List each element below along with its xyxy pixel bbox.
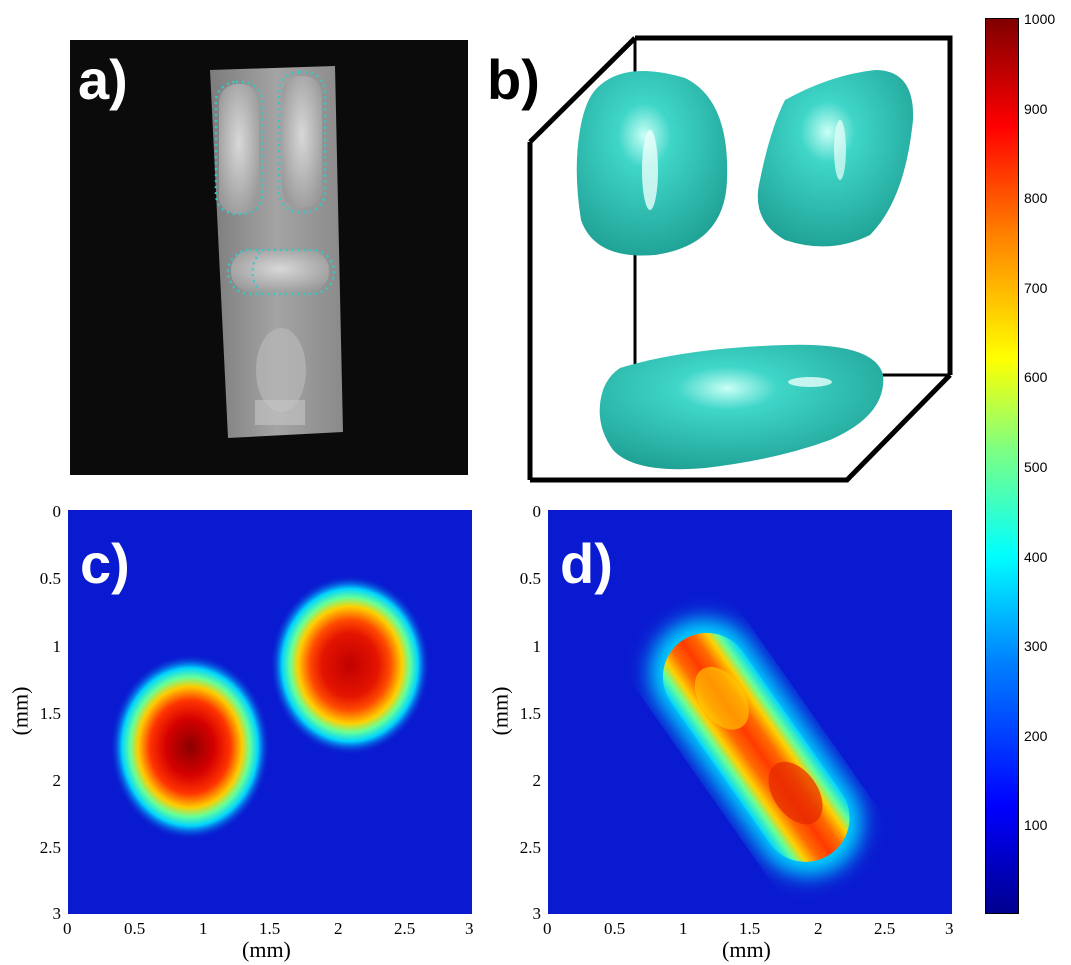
colorbar-tick: 900 [1024, 101, 1048, 117]
panel-c-x-label: (mm) [242, 937, 291, 962]
y-tick: 1.5 [519, 704, 541, 723]
y-tick: 3 [532, 904, 542, 923]
x-tick: 2.5 [874, 919, 896, 938]
x-tick: 3 [945, 919, 954, 938]
y-tick: 2 [532, 771, 542, 790]
y-tick: 1 [52, 637, 62, 656]
x-tick: 2 [334, 919, 343, 938]
y-tick: 1 [532, 637, 542, 656]
y-tick: 2 [52, 771, 62, 790]
colorbar-tick: 800 [1024, 190, 1048, 206]
x-tick: 2.5 [394, 919, 416, 938]
y-tick: 0.5 [39, 569, 61, 588]
colorbar-tick: 100 [1024, 817, 1048, 833]
panel-a-photo: a) [70, 40, 468, 475]
x-tick: 0 [543, 919, 552, 938]
colorbar-tick: 600 [1024, 369, 1048, 385]
panel-c-y-label: (mm) [7, 686, 33, 736]
colorbar-tick: 300 [1024, 638, 1048, 654]
colorbar-tick: 500 [1024, 459, 1048, 475]
colorbar [985, 18, 1019, 914]
y-tick: 2.5 [519, 838, 541, 857]
colorbar-tick: 400 [1024, 549, 1048, 565]
colorbar-tick: 700 [1024, 280, 1048, 296]
panel-a-label: a) [78, 48, 128, 111]
x-tick: 1.5 [259, 919, 281, 938]
panel-d-label: d) [560, 532, 613, 595]
x-tick: 1 [679, 919, 688, 938]
x-tick: 0 [63, 919, 72, 938]
y-tick: 0 [532, 502, 542, 521]
panel-b-3d-render: b) [485, 30, 965, 490]
panel-d-y-label: (mm) [487, 686, 513, 736]
bounding-box [527, 35, 953, 483]
y-tick: 3 [52, 904, 62, 923]
surface-blob-3 [599, 344, 884, 470]
x-tick: 1 [199, 919, 208, 938]
panel-d-x-label: (mm) [722, 937, 771, 962]
panel-c-heatmap: c) [68, 510, 472, 914]
x-tick: 3 [465, 919, 474, 938]
y-tick: 1.5 [39, 704, 61, 723]
panel-d-heatmap: d) [548, 510, 952, 914]
x-tick: 0.5 [124, 919, 146, 938]
x-tick: 1.5 [739, 919, 761, 938]
panel-c-label: c) [80, 532, 130, 595]
sample-holder-image [210, 66, 343, 438]
colorbar-tick: 200 [1024, 728, 1048, 744]
colorbar-tick: 1000 [1024, 11, 1056, 27]
x-tick: 2 [814, 919, 823, 938]
y-tick: 0.5 [519, 569, 541, 588]
y-tick: 2.5 [39, 838, 61, 857]
x-tick: 0.5 [604, 919, 626, 938]
panel-b-label: b) [487, 48, 540, 111]
y-tick: 0 [52, 502, 62, 521]
